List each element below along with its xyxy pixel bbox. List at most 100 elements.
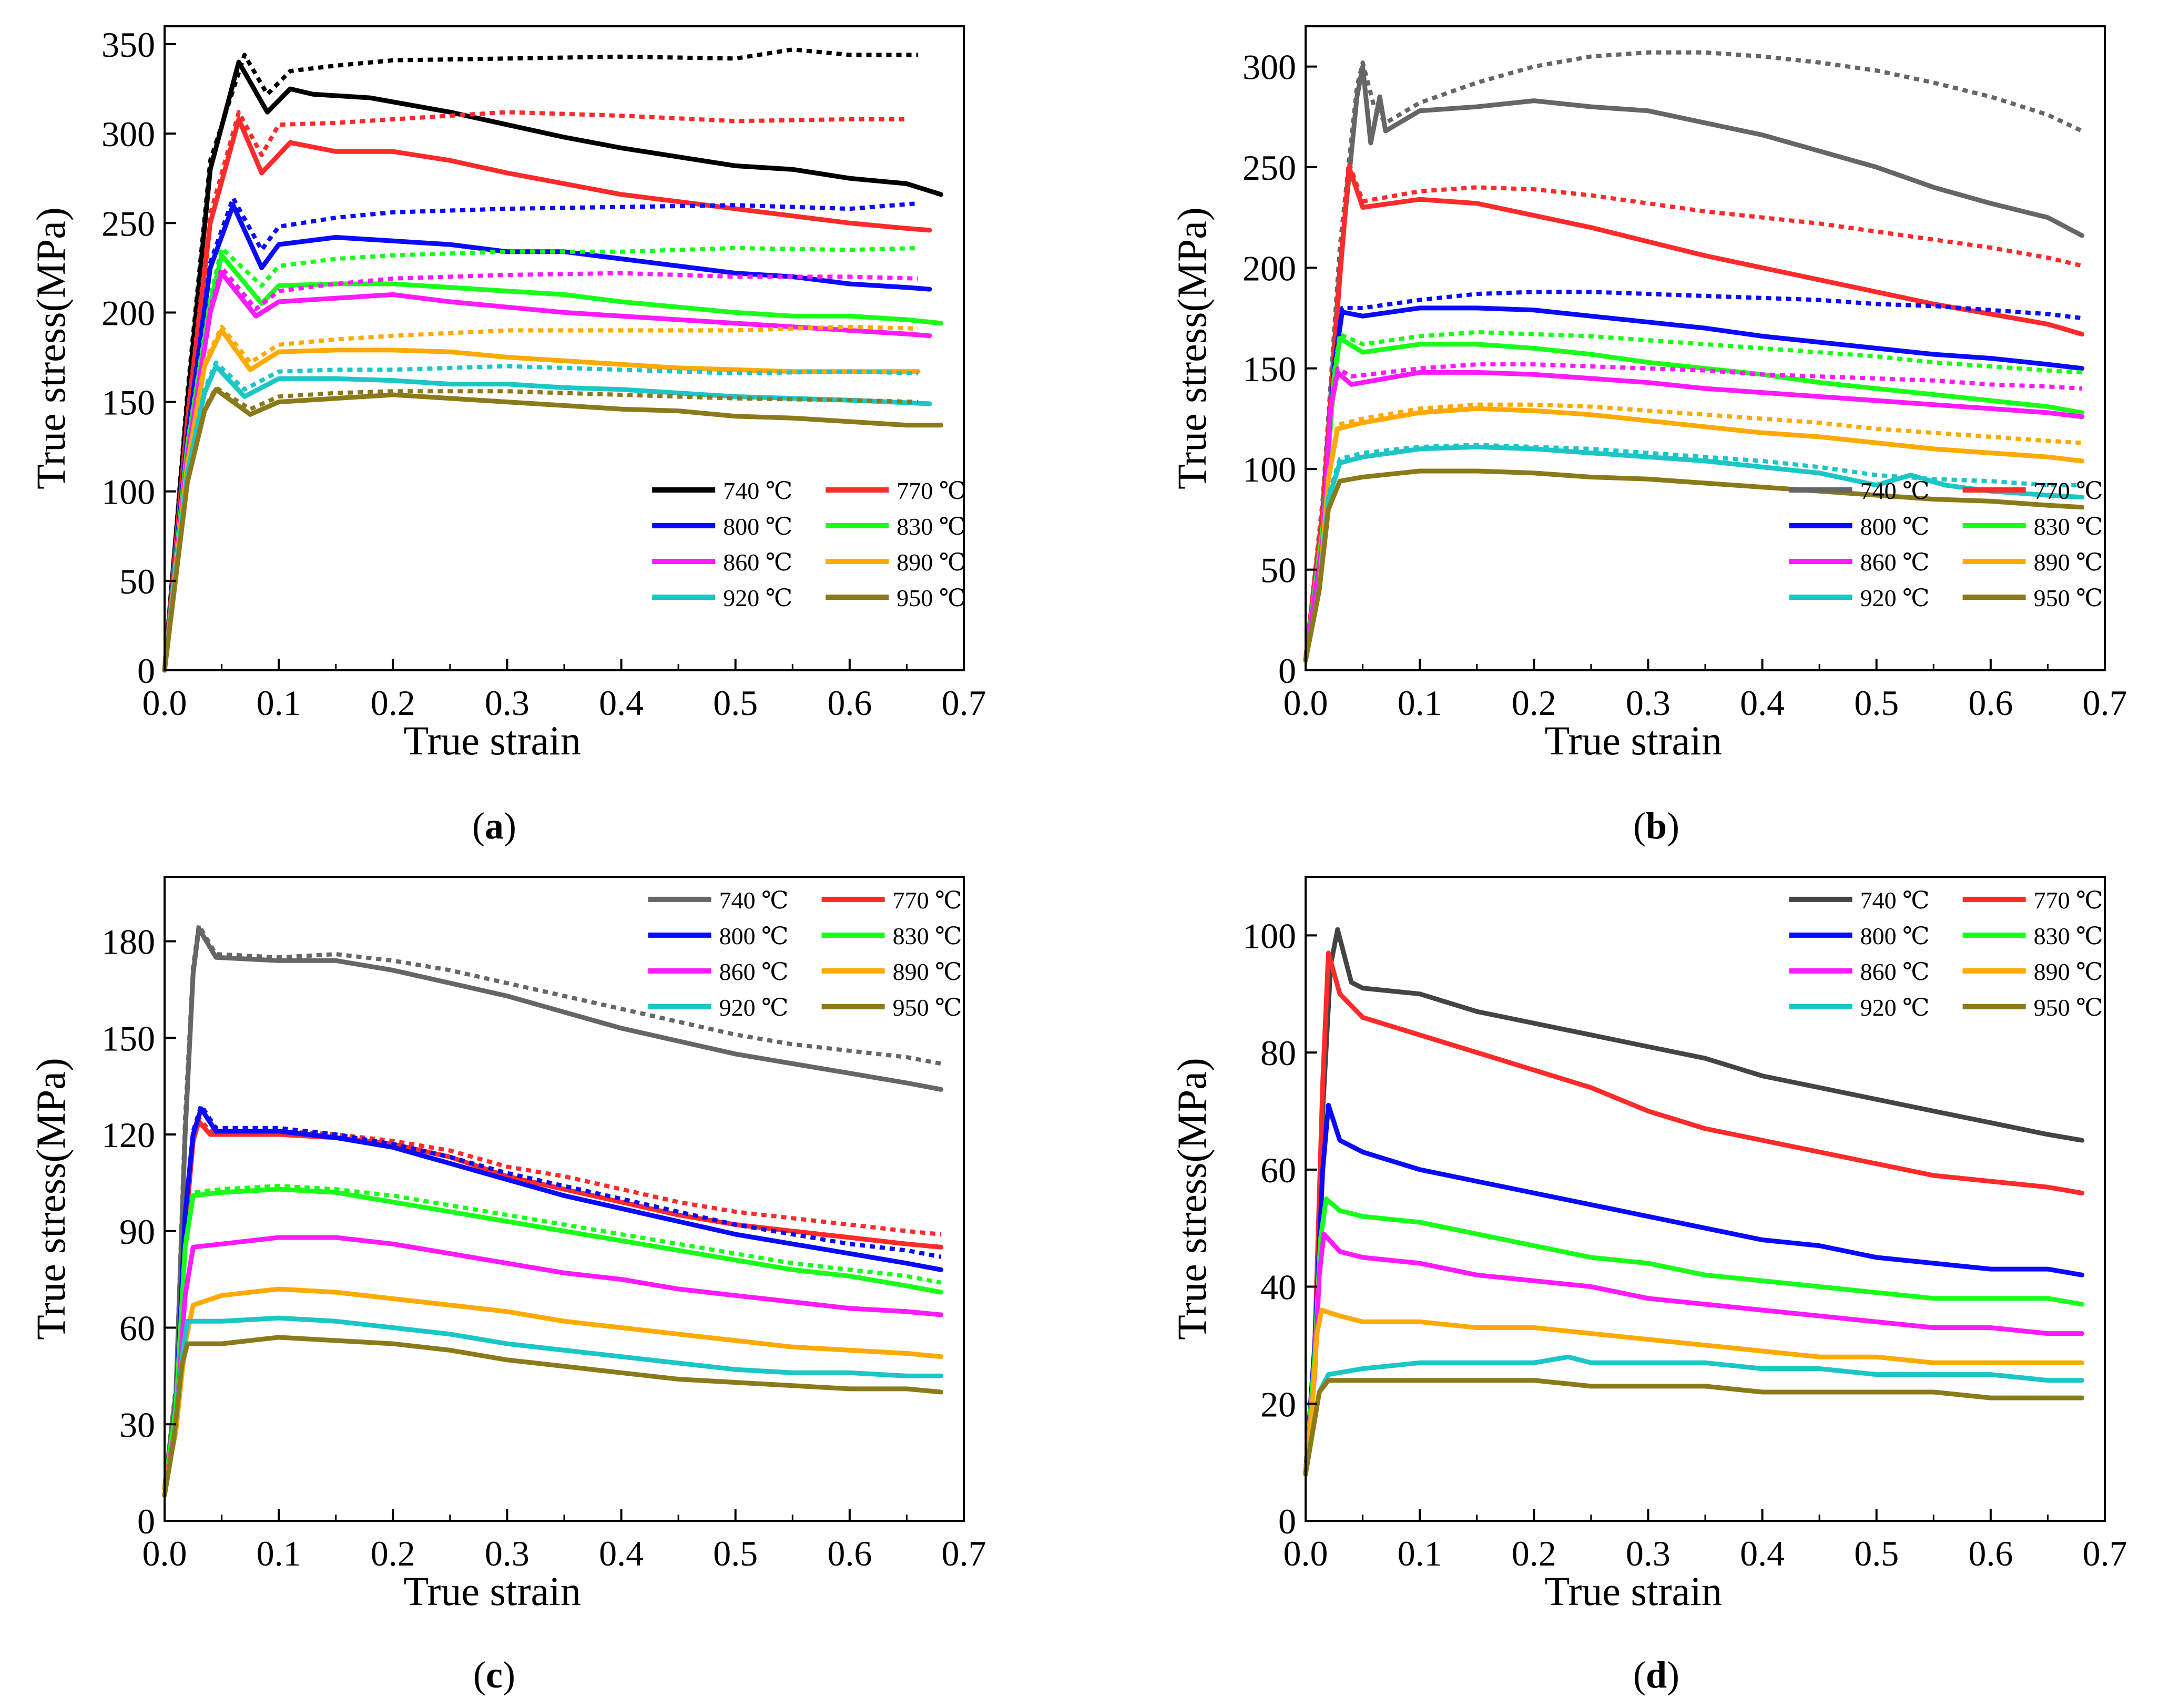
- x-tick-label: 0.4: [1740, 1533, 1785, 1573]
- legend-entry: 920 ℃: [719, 994, 789, 1021]
- legend-entry: 860 ℃: [1860, 549, 1930, 576]
- chart-panel-d: 0.0 0.1 0.2 0.3 0.4 0.5 0.6 0.7 0 20 40 60 80 100 True…: [1169, 876, 2127, 1696]
- y-tick-label: 350: [101, 25, 155, 65]
- x-tick-label: 0.0: [1284, 1533, 1328, 1573]
- legend-entry: 920 ℃: [723, 585, 792, 611]
- x-tick-label: 0.7: [2083, 1533, 2127, 1573]
- series-4-solid-line: [162, 1235, 944, 1491]
- legend-entry: 800 ℃: [719, 923, 789, 949]
- x-tick-label: 0.6: [1968, 1533, 2013, 1573]
- y-tick-label: 60: [119, 1308, 155, 1348]
- series-3-solid-line: [1303, 335, 2085, 663]
- series-6-dotted-line: [162, 360, 919, 671]
- panel-label: (b): [1633, 805, 1679, 847]
- y-tick-label: 200: [101, 293, 155, 333]
- series-6-dotted-line: [1303, 443, 2082, 661]
- series-5-solid-line: [1303, 406, 2085, 663]
- y-axis-label: True stress(MPa): [28, 1058, 74, 1340]
- x-tick-label: 0.2: [371, 683, 415, 723]
- series-6-solid-line: [1303, 444, 2085, 663]
- legend-entry: 890 ℃: [2034, 958, 2103, 985]
- legend-entry: 950 ℃: [893, 994, 962, 1021]
- series-5-dotted-line: [1303, 402, 2082, 661]
- chart-panel-a: 0.0 0.1 0.2 0.3 0.4 0.5 0.6 0.7 0 50 100 150 200 250 3…: [28, 25, 986, 847]
- legend-entry: 950 ℃: [2034, 585, 2103, 611]
- x-tick-label: 0.0: [142, 1533, 187, 1573]
- series-3-solid-line: [162, 253, 944, 673]
- series-3-dotted-line: [162, 1184, 942, 1489]
- series-6-solid-line: [1303, 1354, 2085, 1477]
- x-tick-label: 0.2: [1512, 1533, 1556, 1573]
- y-tick-label: 0: [137, 1501, 155, 1541]
- y-tick-label: 100: [101, 472, 155, 512]
- y-tick-label: 0: [1278, 1501, 1296, 1541]
- y-tick-label: 50: [119, 561, 155, 601]
- legend-entry: 800 ℃: [1860, 513, 1930, 540]
- x-tick-label: 0.2: [371, 1533, 415, 1573]
- legend-entry: 740 ℃: [723, 477, 792, 504]
- series-3-dotted-line: [1303, 330, 2082, 661]
- x-tick-label: 0.6: [1968, 683, 2013, 723]
- legend-entry: 860 ℃: [723, 549, 792, 576]
- legend-entry: 770 ℃: [2034, 477, 2103, 504]
- y-tick-label: 50: [1260, 550, 1296, 590]
- series-2-solid-line: [1303, 305, 2085, 663]
- y-tick-label: 250: [101, 203, 155, 243]
- series-0-solid-line: [1303, 64, 2085, 663]
- series-2-solid-line: [162, 1106, 944, 1491]
- x-tick-label: 0.0: [142, 683, 187, 723]
- legend-entry: 800 ℃: [1860, 923, 1930, 949]
- x-tick-label: 0.0: [1284, 683, 1328, 723]
- legend-entry: 770 ℃: [893, 887, 962, 914]
- y-tick-label: 250: [1243, 148, 1296, 188]
- y-tick-label: 200: [1243, 248, 1296, 288]
- x-tick-label: 0.7: [2083, 683, 2127, 723]
- series-7-solid-line: [1303, 1378, 2085, 1477]
- y-tick-label: 180: [101, 922, 155, 962]
- series-7-solid-line: [162, 387, 944, 673]
- series-4-solid-line: [162, 271, 932, 673]
- series-4-solid-line: [1303, 370, 2085, 663]
- x-axis-label: True strain: [404, 718, 581, 763]
- y-tick-label: 150: [1243, 349, 1296, 389]
- series-2-dotted-line: [162, 1103, 942, 1489]
- x-axis-label: True strain: [404, 1568, 581, 1614]
- series-6-solid-line: [162, 1315, 944, 1498]
- legend-entry: 830 ℃: [2034, 923, 2103, 949]
- y-tick-label: 0: [1278, 651, 1296, 691]
- x-tick-label: 0.6: [827, 683, 872, 723]
- legend-entry: 770 ℃: [2034, 887, 2103, 914]
- series-0-solid-line: [162, 926, 944, 1491]
- x-tick-label: 0.6: [827, 1533, 872, 1573]
- y-tick-label: 20: [1260, 1384, 1296, 1424]
- legend-entry: 860 ℃: [719, 958, 789, 985]
- y-tick-label: 120: [101, 1115, 155, 1155]
- series-4-dotted-line: [1303, 362, 2082, 661]
- series-2-dotted-line: [1303, 290, 2083, 661]
- y-axis-label: True stress(MPa): [1169, 207, 1215, 489]
- panel-label: (d): [1633, 1654, 1679, 1696]
- panel-label: (c): [473, 1654, 515, 1696]
- x-tick-label: 0.3: [1626, 683, 1671, 723]
- x-tick-label: 0.7: [942, 683, 986, 723]
- legend-entry: 740 ℃: [1860, 477, 1930, 504]
- y-tick-label: 150: [101, 1018, 155, 1058]
- series-7-solid-line: [1303, 468, 2085, 663]
- legend-entry: 740 ℃: [1860, 887, 1930, 914]
- series-3-solid-line: [162, 1187, 944, 1491]
- y-tick-label: 150: [101, 383, 155, 423]
- series-7-dotted-line: [162, 385, 919, 671]
- legend-entry: 890 ℃: [897, 549, 966, 576]
- series-1-dotted-line: [162, 1116, 941, 1489]
- legend-entry: 950 ℃: [897, 585, 966, 611]
- y-tick-label: 30: [119, 1405, 155, 1445]
- y-axis-label: True stress(MPa): [1169, 1058, 1215, 1340]
- x-tick-label: 0.2: [1512, 683, 1556, 723]
- legend-entry: 890 ℃: [893, 958, 962, 985]
- legend-entry: 950 ℃: [2034, 994, 2103, 1021]
- x-tick-label: 0.3: [485, 683, 529, 723]
- series-1-solid-line: [1303, 950, 2085, 1477]
- series-7-solid-line: [162, 1335, 944, 1498]
- series-2-solid-line: [162, 202, 932, 673]
